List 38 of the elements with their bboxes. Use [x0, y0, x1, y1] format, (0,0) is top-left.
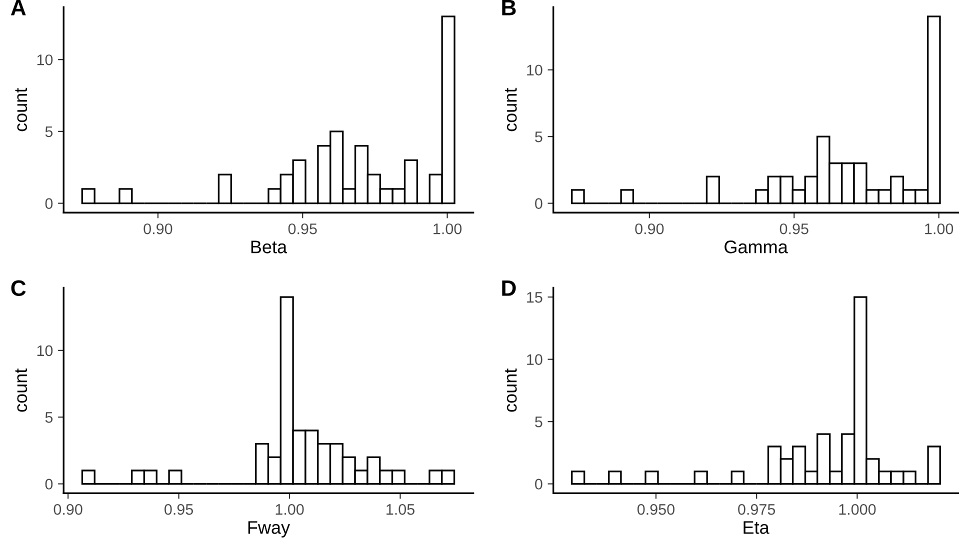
- y-tick-label: 15: [527, 292, 542, 303]
- chart-title: D: [502, 280, 516, 296]
- y-axis-title: count: [15, 368, 28, 412]
- chart-title: C: [11, 280, 26, 296]
- y-tick-label: 5: [45, 412, 53, 423]
- x-tick-label: 0.950: [637, 504, 674, 515]
- y-tick-label: 5: [535, 416, 542, 428]
- y-tick-label: 5: [45, 126, 53, 138]
- y-tick-label: 0: [45, 478, 53, 490]
- x-tick-label: 0.90: [144, 223, 172, 234]
- x-tick-label: 1.00: [925, 223, 954, 234]
- x-tick-label: 1.000: [839, 504, 876, 515]
- y-axis-title: count: [504, 368, 517, 412]
- x-axis-title: Gamma: [724, 240, 788, 254]
- x-tick-label: 0.975: [738, 504, 776, 515]
- y-tick-label: 0: [45, 198, 53, 209]
- x-axis-title: Beta: [251, 240, 288, 254]
- x-tick-label: 1.05: [386, 504, 414, 515]
- x-axis-title: Fway: [248, 521, 290, 538]
- x-tick-label: 1.00: [434, 223, 462, 234]
- chart-title: B: [502, 0, 516, 16]
- chart-title: A: [10, 0, 26, 16]
- y-tick-label: 10: [527, 64, 542, 76]
- x-tick-label: 0.95: [288, 223, 317, 234]
- y-tick-label: 5: [535, 132, 542, 142]
- y-tick-label: 10: [37, 54, 53, 66]
- x-tick-label: 0.90: [54, 504, 82, 515]
- x-tick-label: 0.95: [164, 504, 194, 515]
- y-tick-label: 10: [527, 354, 542, 365]
- x-tick-label: 0.95: [780, 223, 808, 234]
- y-axis-title: count: [15, 88, 28, 132]
- x-axis-title: Eta: [744, 521, 770, 534]
- y-tick-label: 10: [37, 345, 53, 356]
- x-tick-label: 1.00: [276, 504, 304, 515]
- y-tick-label: 0: [535, 478, 542, 490]
- y-axis-title: count: [504, 88, 517, 132]
- y-tick-label: 0: [535, 198, 542, 209]
- x-tick-label: 0.90: [635, 223, 664, 234]
